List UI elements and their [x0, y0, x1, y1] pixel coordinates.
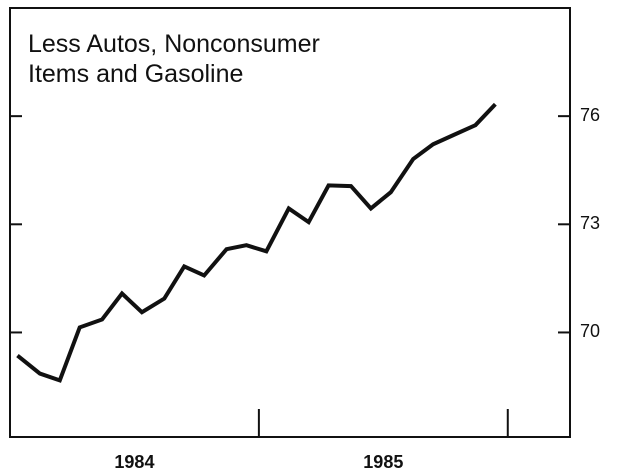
- data-line: [16, 102, 497, 383]
- y-tick-label: 70: [580, 321, 600, 341]
- y-tick-label: 76: [580, 105, 600, 125]
- chart-title: Less Autos, Nonconsumer: [28, 30, 320, 58]
- chart-title: Items and Gasoline: [28, 60, 243, 88]
- x-tick-label: 1985: [363, 452, 403, 472]
- x-tick-label: 1984: [114, 452, 154, 472]
- y-tick-label: 73: [580, 213, 600, 233]
- plot-frame: [9, 7, 571, 438]
